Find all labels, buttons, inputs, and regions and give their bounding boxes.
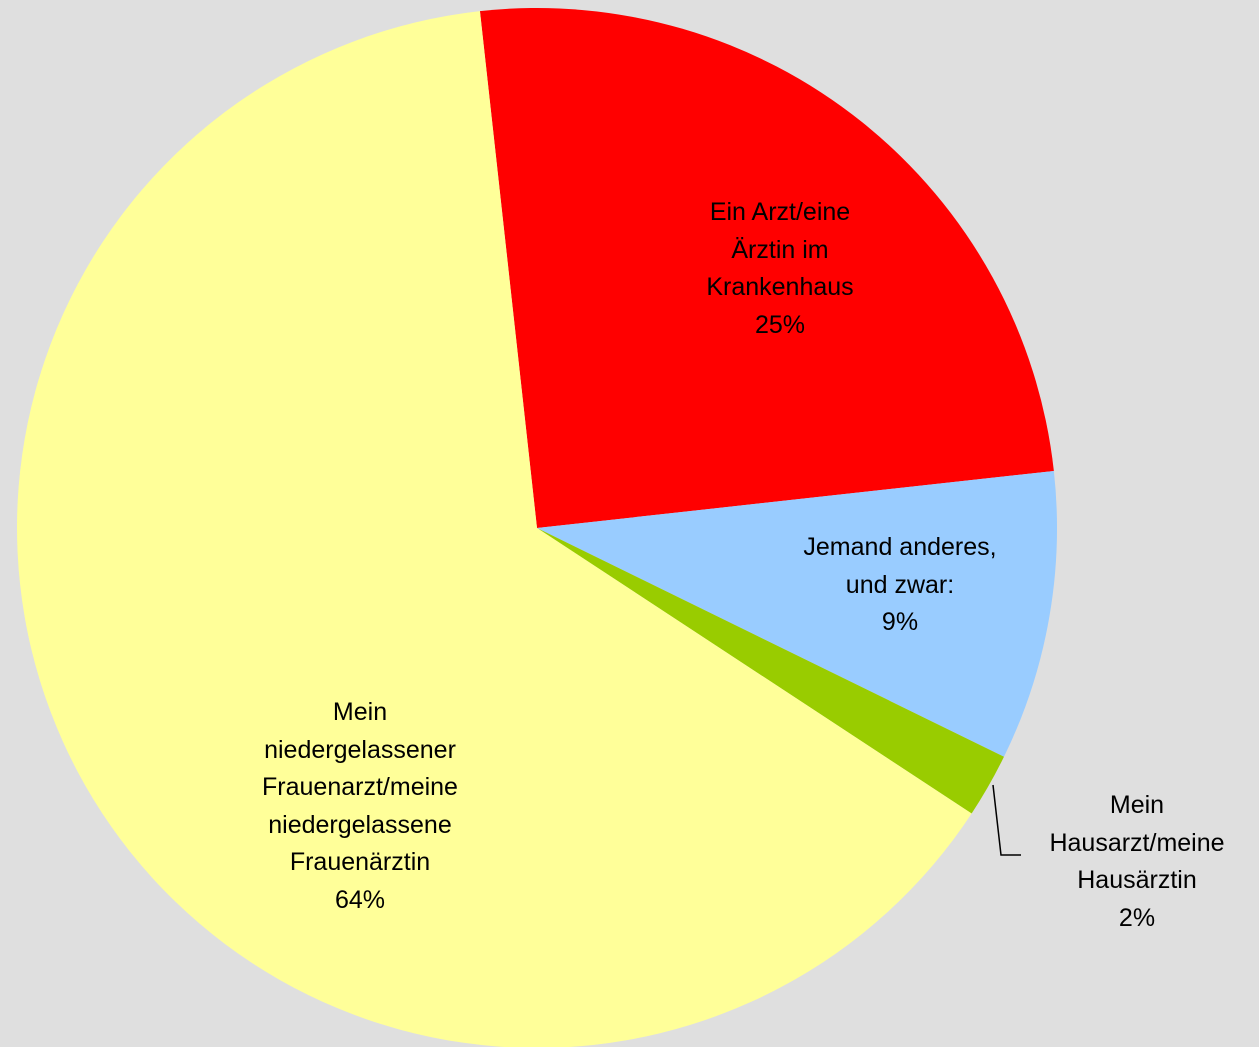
category-label: Jemand anderes, und zwar:: [803, 533, 997, 599]
pie-slice: [537, 528, 1004, 814]
value-label: 9%: [881, 608, 919, 636]
value-label: 64%: [334, 885, 386, 914]
category-label: Mein niedergelassener Frauenarzt/meine n…: [262, 698, 458, 876]
pie-slice: [17, 11, 972, 1047]
value-label: 2%: [1118, 903, 1156, 932]
slice-label: Ein Arzt/eine Ärztin im Krankenhaus 25%: [706, 194, 853, 344]
category-label: Ein Arzt/eine Ärztin im Krankenhaus: [706, 198, 854, 301]
pie-slice: [537, 470, 1057, 757]
category-label: Mein Hausarzt/meine Hausärztin: [1049, 791, 1225, 894]
slice-label: Jemand anderes, und zwar: 9%: [803, 529, 996, 642]
slice-label: Mein Hausarzt/meine Hausärztin 2%: [1049, 787, 1224, 937]
value-label: 25%: [754, 310, 806, 339]
leader-line: [992, 784, 1021, 856]
pie-slice: [479, 8, 1054, 529]
slice-label: Mein niedergelassener Frauenarzt/meine n…: [262, 694, 458, 919]
